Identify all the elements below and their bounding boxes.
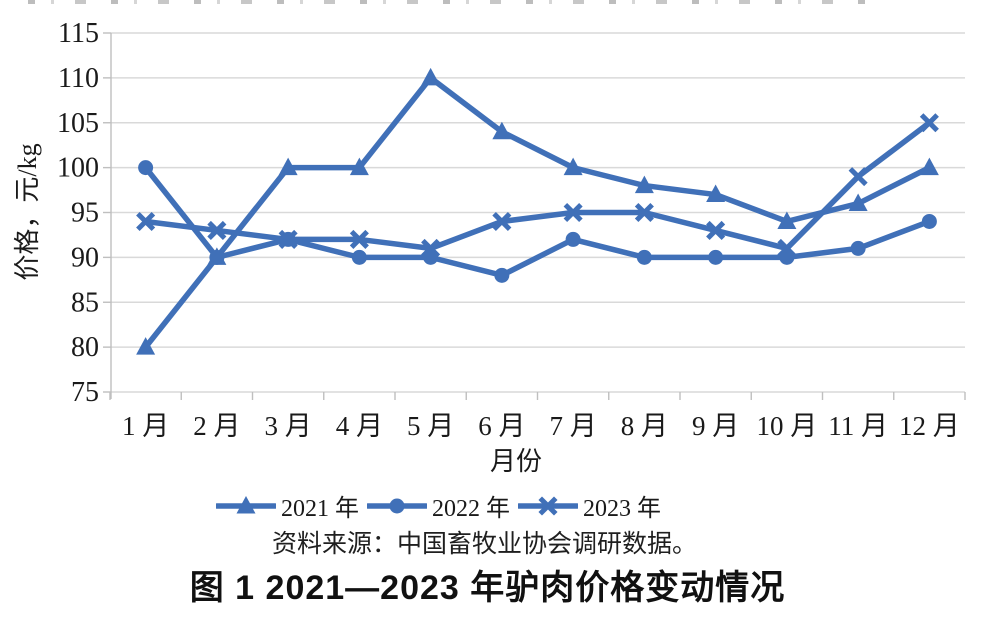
- data-point-marker: [708, 249, 724, 265]
- price-line-chart: 75 80 85 90 95 100 105 110 115 1 月 2 月 3 月 4 月 5 月 6 月…: [13, 18, 966, 476]
- data-point-marker: [138, 160, 154, 176]
- data-point-marker: [278, 229, 298, 249]
- data-point-marker: [634, 175, 654, 194]
- x-tick-label: 12 月: [899, 411, 960, 441]
- data-point-marker: [850, 240, 866, 256]
- y-axis-title: 价格，元/kg: [13, 143, 42, 280]
- data-point-marker: [421, 238, 441, 258]
- data-point-marker: [563, 157, 583, 176]
- data-point-marker: [636, 249, 652, 265]
- figure-caption: 图 1 2021—2023 年驴肉价格变动情况: [189, 569, 786, 607]
- data-point-marker: [494, 267, 510, 283]
- y-tick-label: 110: [58, 63, 99, 94]
- data-point-marker: [278, 157, 298, 176]
- data-point-marker: [919, 113, 939, 133]
- cropped-text-remnant: [28, 0, 878, 4]
- data-point-marker: [389, 498, 405, 513]
- x-axis: 1 月 2 月 3 月 4 月 5 月 6 月 7 月 8 月 9 月 10 月 11 月 12 月: [109, 392, 966, 441]
- legend-label-2022: 2022 年: [432, 496, 510, 522]
- legend-item-2022: 2022 年: [367, 488, 510, 523]
- series-2021年: [136, 67, 939, 355]
- data-point-marker: [492, 211, 512, 232]
- x-tick-label: 7 月: [550, 411, 597, 441]
- data-point-marker: [777, 211, 797, 229]
- legend-label-2021: 2021 年: [281, 496, 359, 522]
- x-tick-label: 6 月: [478, 411, 525, 441]
- data-point-marker: [706, 184, 726, 203]
- legend-label-2023: 2023 年: [583, 496, 661, 522]
- y-tick-label: 85: [71, 287, 99, 318]
- source-note: 资料来源：中国畜牧业协会调研数据。: [271, 531, 697, 558]
- triangle-marker-icon: [216, 495, 276, 513]
- data-point-marker: [634, 202, 654, 223]
- data-point-marker: [492, 121, 512, 140]
- x-tick-label: 8 月: [621, 411, 668, 441]
- gridlines: [111, 32, 965, 393]
- data-point-marker: [848, 167, 868, 187]
- data-point-marker: [706, 220, 726, 240]
- data-point-marker: [565, 231, 581, 247]
- data-point-marker: [921, 213, 937, 229]
- x-tick-label: 4 月: [336, 411, 383, 441]
- y-tick-label: 75: [71, 377, 99, 408]
- series-line: [142, 120, 933, 252]
- x-axis-title: 月份: [490, 447, 542, 476]
- series-2022年: [138, 160, 937, 283]
- data-point-marker: [236, 495, 256, 513]
- data-point-marker: [209, 249, 225, 265]
- data-point-marker: [421, 67, 441, 86]
- x-tick-label: 5 月: [407, 411, 454, 441]
- series-line: [142, 75, 933, 350]
- data-point-marker: [563, 202, 583, 223]
- x-tick-label: 3 月: [265, 411, 312, 441]
- chart-legend: 2021 年 2022 年 2023 年: [0, 488, 935, 523]
- data-point-marker: [919, 157, 939, 176]
- y-tick-label: 95: [71, 198, 99, 229]
- data-point-marker: [349, 229, 369, 249]
- circle-marker-icon: [367, 498, 427, 513]
- x-tick-label: 2 月: [193, 411, 240, 441]
- data-point-marker: [777, 238, 797, 258]
- x-tick-label: 1 月: [122, 411, 169, 441]
- y-tick-label: 90: [71, 242, 99, 273]
- y-tick-label: 105: [57, 108, 99, 139]
- y-axis: 75 80 85 90 95 100 105 110 115: [57, 18, 112, 408]
- data-point-marker: [538, 495, 558, 516]
- y-tick-label: 100: [57, 153, 99, 184]
- legend-item-2021: 2021 年: [216, 488, 359, 523]
- x-tick-label: 9 月: [692, 411, 739, 441]
- series-line: [142, 164, 933, 279]
- data-point-marker: [349, 157, 369, 176]
- legend-item-2023: 2023 年: [518, 488, 661, 523]
- x-tick-label: 11 月: [828, 411, 888, 441]
- x-marker-icon: [518, 495, 578, 516]
- data-point-marker: [136, 337, 156, 355]
- data-point-marker: [848, 193, 868, 212]
- y-tick-label: 115: [58, 18, 99, 49]
- x-tick-label: 10 月: [757, 411, 818, 441]
- series-2023年: [136, 113, 939, 258]
- data-point-marker: [136, 211, 156, 232]
- data-point-marker: [207, 220, 227, 240]
- data-point-marker: [351, 249, 367, 265]
- y-tick-label: 80: [71, 332, 99, 363]
